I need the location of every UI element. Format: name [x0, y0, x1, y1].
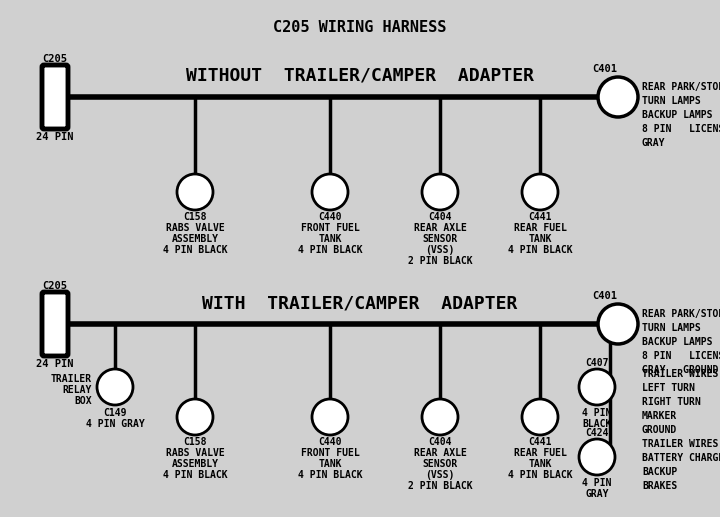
Text: 24 PIN: 24 PIN	[36, 359, 73, 369]
Circle shape	[522, 174, 558, 210]
Text: GRAY: GRAY	[642, 138, 665, 148]
FancyBboxPatch shape	[42, 292, 68, 356]
Text: RABS VALVE: RABS VALVE	[166, 448, 225, 458]
Circle shape	[177, 174, 213, 210]
Text: SENSOR: SENSOR	[423, 234, 458, 244]
Text: BACKUP LAMPS: BACKUP LAMPS	[642, 337, 713, 347]
Circle shape	[579, 439, 615, 475]
Text: BOX: BOX	[74, 396, 92, 406]
Circle shape	[522, 399, 558, 435]
Text: LEFT TURN: LEFT TURN	[642, 383, 695, 393]
Text: TURN LAMPS: TURN LAMPS	[642, 323, 701, 333]
Text: TRAILER: TRAILER	[51, 374, 92, 384]
Text: BACKUP: BACKUP	[642, 467, 678, 477]
Text: 2 PIN BLACK: 2 PIN BLACK	[408, 256, 472, 266]
Text: C440: C440	[318, 437, 342, 447]
Text: BATTERY CHARGE: BATTERY CHARGE	[642, 453, 720, 463]
Text: BLACK: BLACK	[582, 419, 612, 429]
Text: GRAY: GRAY	[585, 489, 608, 499]
Circle shape	[422, 174, 458, 210]
Text: 2 PIN BLACK: 2 PIN BLACK	[408, 481, 472, 491]
Text: C401: C401	[593, 64, 618, 74]
Text: FRONT FUEL: FRONT FUEL	[301, 223, 359, 233]
Text: TANK: TANK	[318, 459, 342, 469]
Text: TURN LAMPS: TURN LAMPS	[642, 96, 701, 106]
Text: C401: C401	[593, 291, 618, 301]
Text: GRAY   GROUND: GRAY GROUND	[642, 365, 719, 375]
Text: RABS VALVE: RABS VALVE	[166, 223, 225, 233]
Text: TANK: TANK	[528, 234, 552, 244]
Text: 24 PIN: 24 PIN	[36, 132, 73, 142]
Text: 4 PIN BLACK: 4 PIN BLACK	[297, 470, 362, 480]
Text: ASSEMBLY: ASSEMBLY	[171, 234, 218, 244]
Text: C205: C205	[42, 281, 68, 291]
Text: 4 PIN: 4 PIN	[582, 408, 612, 418]
Text: C205: C205	[42, 54, 68, 64]
Text: REAR AXLE: REAR AXLE	[413, 448, 467, 458]
Text: REAR FUEL: REAR FUEL	[513, 223, 567, 233]
Text: C158: C158	[184, 437, 207, 447]
Text: TRAILER WIRES: TRAILER WIRES	[642, 439, 719, 449]
Text: BRAKES: BRAKES	[642, 481, 678, 491]
Text: TRAILER WIRES: TRAILER WIRES	[642, 369, 719, 379]
Text: 8 PIN   LICENSE LAMPS: 8 PIN LICENSE LAMPS	[642, 351, 720, 361]
Circle shape	[312, 399, 348, 435]
Text: REAR FUEL: REAR FUEL	[513, 448, 567, 458]
Text: 4 PIN BLACK: 4 PIN BLACK	[508, 245, 572, 255]
Text: 4 PIN BLACK: 4 PIN BLACK	[163, 470, 228, 480]
Circle shape	[579, 369, 615, 405]
Circle shape	[312, 174, 348, 210]
Text: FRONT FUEL: FRONT FUEL	[301, 448, 359, 458]
Text: REAR PARK/STOP: REAR PARK/STOP	[642, 309, 720, 319]
Text: SENSOR: SENSOR	[423, 459, 458, 469]
Text: MARKER: MARKER	[642, 411, 678, 421]
Text: C441: C441	[528, 212, 552, 222]
Text: 4 PIN: 4 PIN	[582, 478, 612, 488]
Text: C404: C404	[428, 212, 451, 222]
Text: C424: C424	[585, 428, 608, 438]
Text: C404: C404	[428, 437, 451, 447]
Text: 4 PIN BLACK: 4 PIN BLACK	[297, 245, 362, 255]
Text: 8 PIN   LICENSE LAMPS: 8 PIN LICENSE LAMPS	[642, 124, 720, 134]
Text: ASSEMBLY: ASSEMBLY	[171, 459, 218, 469]
Text: TANK: TANK	[528, 459, 552, 469]
FancyBboxPatch shape	[42, 65, 68, 129]
Circle shape	[598, 77, 638, 117]
Text: (VSS): (VSS)	[426, 245, 455, 255]
Text: C407: C407	[585, 358, 608, 368]
Text: TANK: TANK	[318, 234, 342, 244]
Text: REAR AXLE: REAR AXLE	[413, 223, 467, 233]
Text: RIGHT TURN: RIGHT TURN	[642, 397, 701, 407]
Text: GROUND: GROUND	[642, 425, 678, 435]
Text: RELAY: RELAY	[63, 385, 92, 395]
Circle shape	[177, 399, 213, 435]
Text: 4 PIN BLACK: 4 PIN BLACK	[163, 245, 228, 255]
Circle shape	[598, 304, 638, 344]
Text: BACKUP LAMPS: BACKUP LAMPS	[642, 110, 713, 120]
Text: C158: C158	[184, 212, 207, 222]
Text: (VSS): (VSS)	[426, 470, 455, 480]
Text: C441: C441	[528, 437, 552, 447]
Circle shape	[422, 399, 458, 435]
Text: WITHOUT  TRAILER/CAMPER  ADAPTER: WITHOUT TRAILER/CAMPER ADAPTER	[186, 67, 534, 85]
Text: 4 PIN GRAY: 4 PIN GRAY	[86, 419, 145, 429]
Text: REAR PARK/STOP: REAR PARK/STOP	[642, 82, 720, 92]
Text: C205 WIRING HARNESS: C205 WIRING HARNESS	[274, 20, 446, 35]
Text: C440: C440	[318, 212, 342, 222]
Text: C149: C149	[103, 408, 127, 418]
Text: 4 PIN BLACK: 4 PIN BLACK	[508, 470, 572, 480]
Text: WITH  TRAILER/CAMPER  ADAPTER: WITH TRAILER/CAMPER ADAPTER	[202, 295, 518, 313]
Circle shape	[97, 369, 133, 405]
